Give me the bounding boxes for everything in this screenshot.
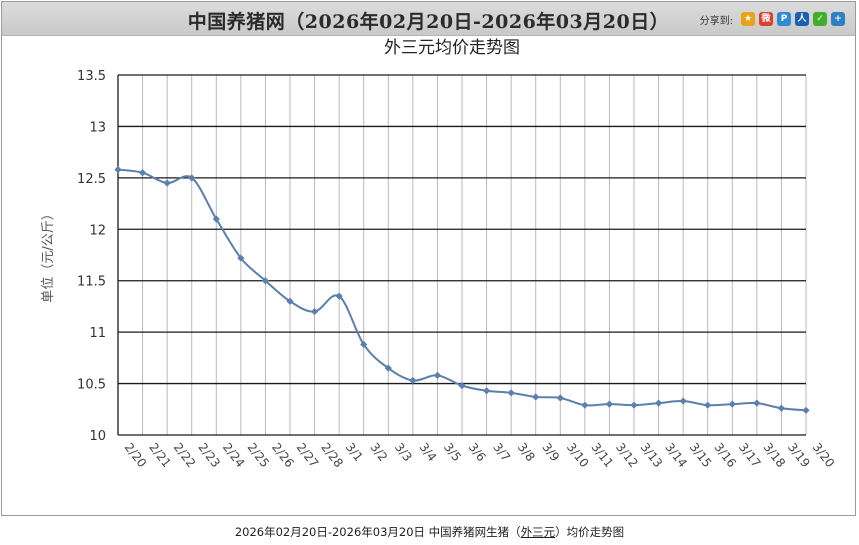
y-tick-label: 13 <box>89 120 106 135</box>
x-tick-label: 3/7 <box>490 440 513 464</box>
line-chart: 外三元均价走势图 10 10.5 11 11.5 12 12.5 13 13.5 单位（元/公斤）… <box>41 38 838 470</box>
x-tick-label: 3/2 <box>367 440 390 464</box>
x-tick-label: 2/26 <box>269 440 297 470</box>
share-icons: ★ 微 P 人 ✓ + <box>741 12 845 26</box>
y-axis-label: 单位（元/公斤） <box>41 207 56 302</box>
data-point <box>802 406 810 414</box>
caption-link[interactable]: 外三元 <box>520 525 556 539</box>
tencent-weibo-icon[interactable]: P <box>777 12 791 26</box>
x-tick-label: 2/22 <box>171 440 199 470</box>
data-point <box>261 277 270 285</box>
chart-frame: 中国养猪网（2026年02月20日-2026年03月20日） 分享到: ★ 微 P 人… <box>1 1 856 516</box>
chart-title: 外三元均价走势图 <box>384 38 520 58</box>
data-point <box>163 179 171 187</box>
data-point <box>556 394 564 402</box>
x-tick-label: 2/27 <box>294 440 322 470</box>
data-point <box>433 371 442 379</box>
data-point <box>286 297 294 305</box>
data-point <box>753 399 761 407</box>
y-tick-label: 10 <box>89 429 106 444</box>
chart-caption: 2026年02月20日-2026年03月20日 中国养猪网生猪（外三元）均价走势… <box>0 524 859 540</box>
data-point <box>384 364 392 372</box>
x-tick-label: 3/15 <box>687 440 715 470</box>
y-tick-label: 11.5 <box>77 275 106 290</box>
x-tick-label: 3/17 <box>736 440 764 470</box>
x-tick-label: 3/8 <box>515 440 538 464</box>
data-point <box>310 307 319 316</box>
data-point <box>679 397 687 405</box>
x-tick-label: 3/12 <box>613 440 641 470</box>
x-tick-label: 3/4 <box>416 440 439 464</box>
share-bar: 分享到: ★ 微 P 人 ✓ + <box>700 11 845 27</box>
data-point <box>458 382 466 390</box>
renren-icon[interactable]: 人 <box>795 12 809 26</box>
caption-prefix: 2026年02月20日-2026年03月20日 中国养猪网生猪（ <box>234 525 521 539</box>
data-point <box>188 174 196 182</box>
x-tick-label: 3/3 <box>392 440 415 464</box>
x-tick-label: 3/20 <box>810 440 838 470</box>
x-tick-label: 3/6 <box>466 440 489 464</box>
y-tick-label: 11 <box>89 326 106 341</box>
data-point <box>114 166 122 174</box>
x-tick-label: 3/9 <box>539 440 562 464</box>
data-point <box>507 389 515 397</box>
data-point <box>777 404 786 412</box>
y-tick-label: 13.5 <box>77 69 106 84</box>
data-point <box>630 401 638 409</box>
wechat-icon[interactable]: ✓ <box>813 12 827 26</box>
data-point <box>581 401 589 409</box>
x-tick-label: 2/21 <box>146 440 174 470</box>
data-point <box>482 387 491 395</box>
x-tick-label: 3/16 <box>711 440 739 470</box>
x-tick-label: 3/10 <box>564 440 592 470</box>
data-point <box>409 376 417 385</box>
data-point <box>360 340 368 349</box>
data-point <box>728 400 736 408</box>
data-point <box>237 254 245 262</box>
y-tick-label: 10.5 <box>77 378 106 393</box>
title-bar: 中国养猪网（2026年02月20日-2026年03月20日） 分享到: ★ 微 P 人… <box>2 2 855 36</box>
weibo-icon[interactable]: 微 <box>759 12 773 26</box>
more-icon[interactable]: + <box>831 12 845 26</box>
data-point <box>704 401 712 409</box>
x-tick-label: 3/19 <box>785 440 813 470</box>
banner-title: 中国养猪网（2026年02月20日-2026年03月20日） <box>187 11 670 33</box>
x-tick-label: 2/20 <box>122 440 150 470</box>
qzone-icon[interactable]: ★ <box>741 12 755 26</box>
data-point <box>212 215 220 223</box>
x-tick-label: 3/14 <box>662 440 690 470</box>
data-point <box>335 292 343 300</box>
x-tick-label: 3/5 <box>441 440 464 464</box>
x-tick-label: 2/25 <box>244 440 272 470</box>
y-tick-label: 12 <box>89 223 106 238</box>
x-tick-label: 2/28 <box>318 440 346 470</box>
x-tick-label: 2/24 <box>220 440 248 470</box>
x-tick-label: 3/13 <box>638 440 666 470</box>
data-point <box>532 393 540 401</box>
data-point <box>138 169 147 177</box>
caption-suffix: ）均价走势图 <box>555 525 625 539</box>
share-label: 分享到: <box>699 15 733 27</box>
x-tick-label: 3/18 <box>760 440 788 470</box>
data-point <box>605 400 614 408</box>
data-point <box>654 399 663 407</box>
x-tick-label: 2/23 <box>195 440 223 470</box>
y-tick-label: 12.5 <box>77 172 106 187</box>
x-tick-label: 3/11 <box>588 440 616 470</box>
